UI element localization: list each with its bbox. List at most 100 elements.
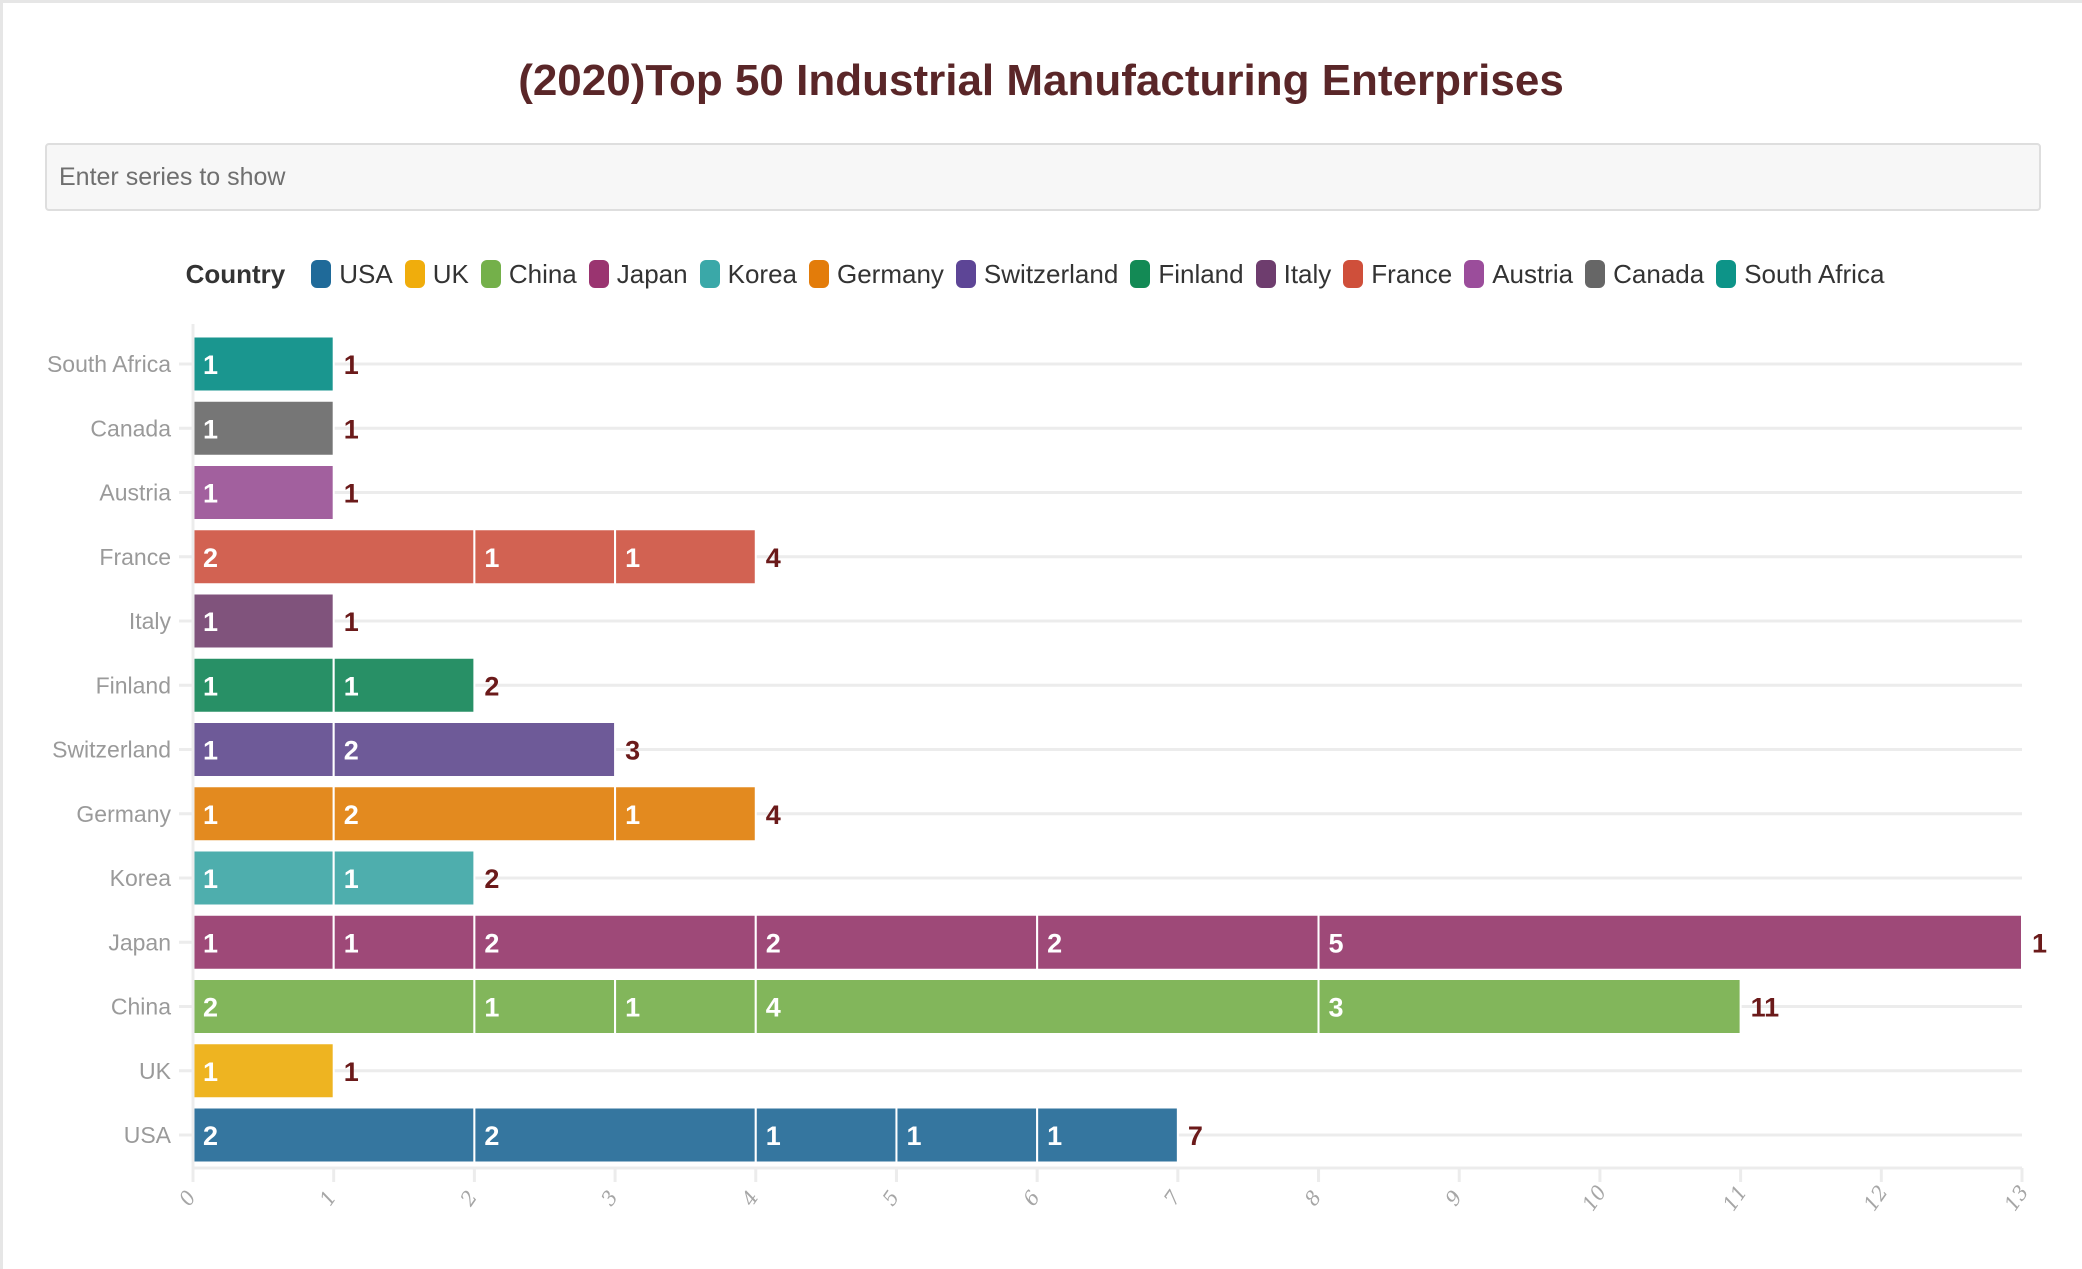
bar-segment[interactable]: [192, 656, 335, 714]
segment-value-label: 2: [203, 1121, 218, 1151]
legend-item-italy[interactable]: Italy: [1255, 258, 1332, 290]
bar-segment[interactable]: [895, 1106, 1039, 1164]
x-tick-label: 4: [736, 1186, 764, 1211]
legend-item-finland[interactable]: Finland: [1130, 259, 1244, 290]
bar-segment[interactable]: [754, 913, 1039, 971]
legend-item-korea[interactable]: Korea: [699, 258, 797, 290]
bar-group-japan[interactable]: 1 1 2 2 2 5 1: [192, 913, 2047, 971]
bar-segment[interactable]: [473, 1106, 757, 1164]
segment-value-label: 1: [625, 543, 640, 573]
legend-item-switzerland[interactable]: Switzerland: [955, 259, 1118, 290]
segment-value-label: 1: [484, 993, 499, 1023]
segment-value-label: 1: [625, 800, 640, 830]
legend-item-canada[interactable]: Canada: [1585, 259, 1704, 290]
legend: Country USA UK China Japan Korea Germany Switz…: [0, 254, 2082, 294]
legend-item-austria[interactable]: Austria: [1464, 259, 1573, 290]
bar-segment[interactable]: [614, 978, 757, 1035]
bar-segment[interactable]: [332, 656, 476, 714]
segment-value-label: 1: [203, 928, 218, 958]
bar-segment[interactable]: [1036, 1106, 1179, 1164]
bar-segment[interactable]: [192, 1042, 335, 1100]
legend-label: Korea: [727, 258, 797, 289]
x-tick-label: 7: [1159, 1186, 1186, 1210]
bar-segment[interactable]: [1317, 978, 1742, 1035]
bar-segment[interactable]: [754, 978, 1320, 1035]
bar-segment[interactable]: [332, 721, 617, 778]
x-tick-label: 1: [314, 1186, 341, 1210]
bar-segment[interactable]: [614, 528, 757, 586]
bar-group-france[interactable]: 2 1 1 4: [192, 528, 781, 586]
bar-segment[interactable]: [332, 785, 617, 843]
legend-swatch: [955, 260, 976, 288]
y-tick-label: South Africa: [47, 351, 171, 377]
segment-value-label: 1: [484, 543, 499, 573]
legend-item-uk[interactable]: UK: [404, 259, 469, 290]
segment-value-label: 3: [1329, 993, 1344, 1023]
y-axis: South Africa Canada Austria France Italy Finl…: [47, 324, 195, 1168]
legend-item-china[interactable]: China: [480, 259, 577, 290]
bar-group-korea[interactable]: 1 1 2: [192, 849, 499, 907]
bar-segment[interactable]: [192, 785, 335, 843]
bar-segment[interactable]: [192, 592, 335, 650]
bar-segment[interactable]: [192, 464, 335, 521]
legend-label: Canada: [1613, 258, 1705, 289]
bar-segment[interactable]: [1036, 913, 1320, 971]
bar-segment[interactable]: [614, 785, 757, 843]
bar-segment[interactable]: [754, 1106, 898, 1164]
y-tick-label: China: [111, 994, 171, 1020]
bar-segment[interactable]: [192, 978, 476, 1035]
x-tick-label: 3: [596, 1186, 623, 1210]
segment-value-label: 1: [203, 479, 218, 509]
segment-value-label: 2: [344, 800, 359, 830]
y-tick-label: Switzerland: [52, 737, 171, 763]
bar-group-china[interactable]: 2 1 1 4 3 11: [192, 978, 1780, 1035]
legend-item-south-africa[interactable]: South Africa: [1716, 259, 1884, 290]
bar-group-germany[interactable]: 1 2 1 4: [192, 785, 781, 843]
segment-value-label: 1: [203, 671, 218, 701]
legend-label: Italy: [1283, 258, 1332, 289]
bar-total-label: 1: [344, 479, 359, 509]
segment-value-label: 1: [203, 800, 218, 830]
bar-total-label: 2: [484, 864, 499, 894]
bar-total-label: 1: [2032, 928, 2047, 958]
legend-swatch: [311, 260, 332, 288]
bar-segment[interactable]: [332, 913, 476, 971]
segment-value-label: 2: [1047, 928, 1062, 958]
bar-segment[interactable]: [192, 849, 335, 907]
y-tick-label: Japan: [108, 929, 171, 955]
bar-segment[interactable]: [192, 528, 476, 586]
bar-segment[interactable]: [192, 399, 335, 457]
x-tick-label: 13: [1999, 1181, 2033, 1216]
bar-segment[interactable]: [192, 335, 335, 393]
series-filter-input[interactable]: [45, 143, 2041, 211]
legend-item-usa[interactable]: USA: [311, 259, 393, 290]
bar-segment[interactable]: [473, 913, 757, 971]
bar-total-label: 1: [344, 414, 359, 444]
segment-value-label: 1: [344, 671, 359, 701]
bar-segment[interactable]: [332, 849, 476, 907]
segment-value-label: 2: [484, 1121, 499, 1151]
legend-item-germany[interactable]: Germany: [809, 259, 944, 290]
legend-item-france[interactable]: France: [1343, 259, 1452, 290]
x-tick-label: 8: [1299, 1186, 1326, 1210]
bar-group-usa[interactable]: 2 2 1 1 1 7: [192, 1106, 1203, 1164]
bar-segment[interactable]: [192, 1106, 476, 1164]
legend-swatch: [404, 260, 425, 288]
bar-total-label: 11: [1751, 993, 1780, 1023]
legend-item-japan[interactable]: Japan: [588, 259, 688, 290]
legend-label: France: [1371, 258, 1453, 289]
bar-group-switzerland[interactable]: 1 2 3: [192, 721, 640, 778]
bar-segment[interactable]: [473, 978, 617, 1035]
bar-group-finland[interactable]: 1 1 2: [192, 656, 499, 714]
x-tick-label: 10: [1577, 1180, 1611, 1215]
bar-segment[interactable]: [1317, 913, 2023, 971]
y-tick-label: USA: [124, 1122, 172, 1148]
y-tick-label: Germany: [76, 801, 171, 827]
legend-label: Germany: [837, 258, 944, 289]
y-tick-label: Austria: [99, 480, 171, 506]
